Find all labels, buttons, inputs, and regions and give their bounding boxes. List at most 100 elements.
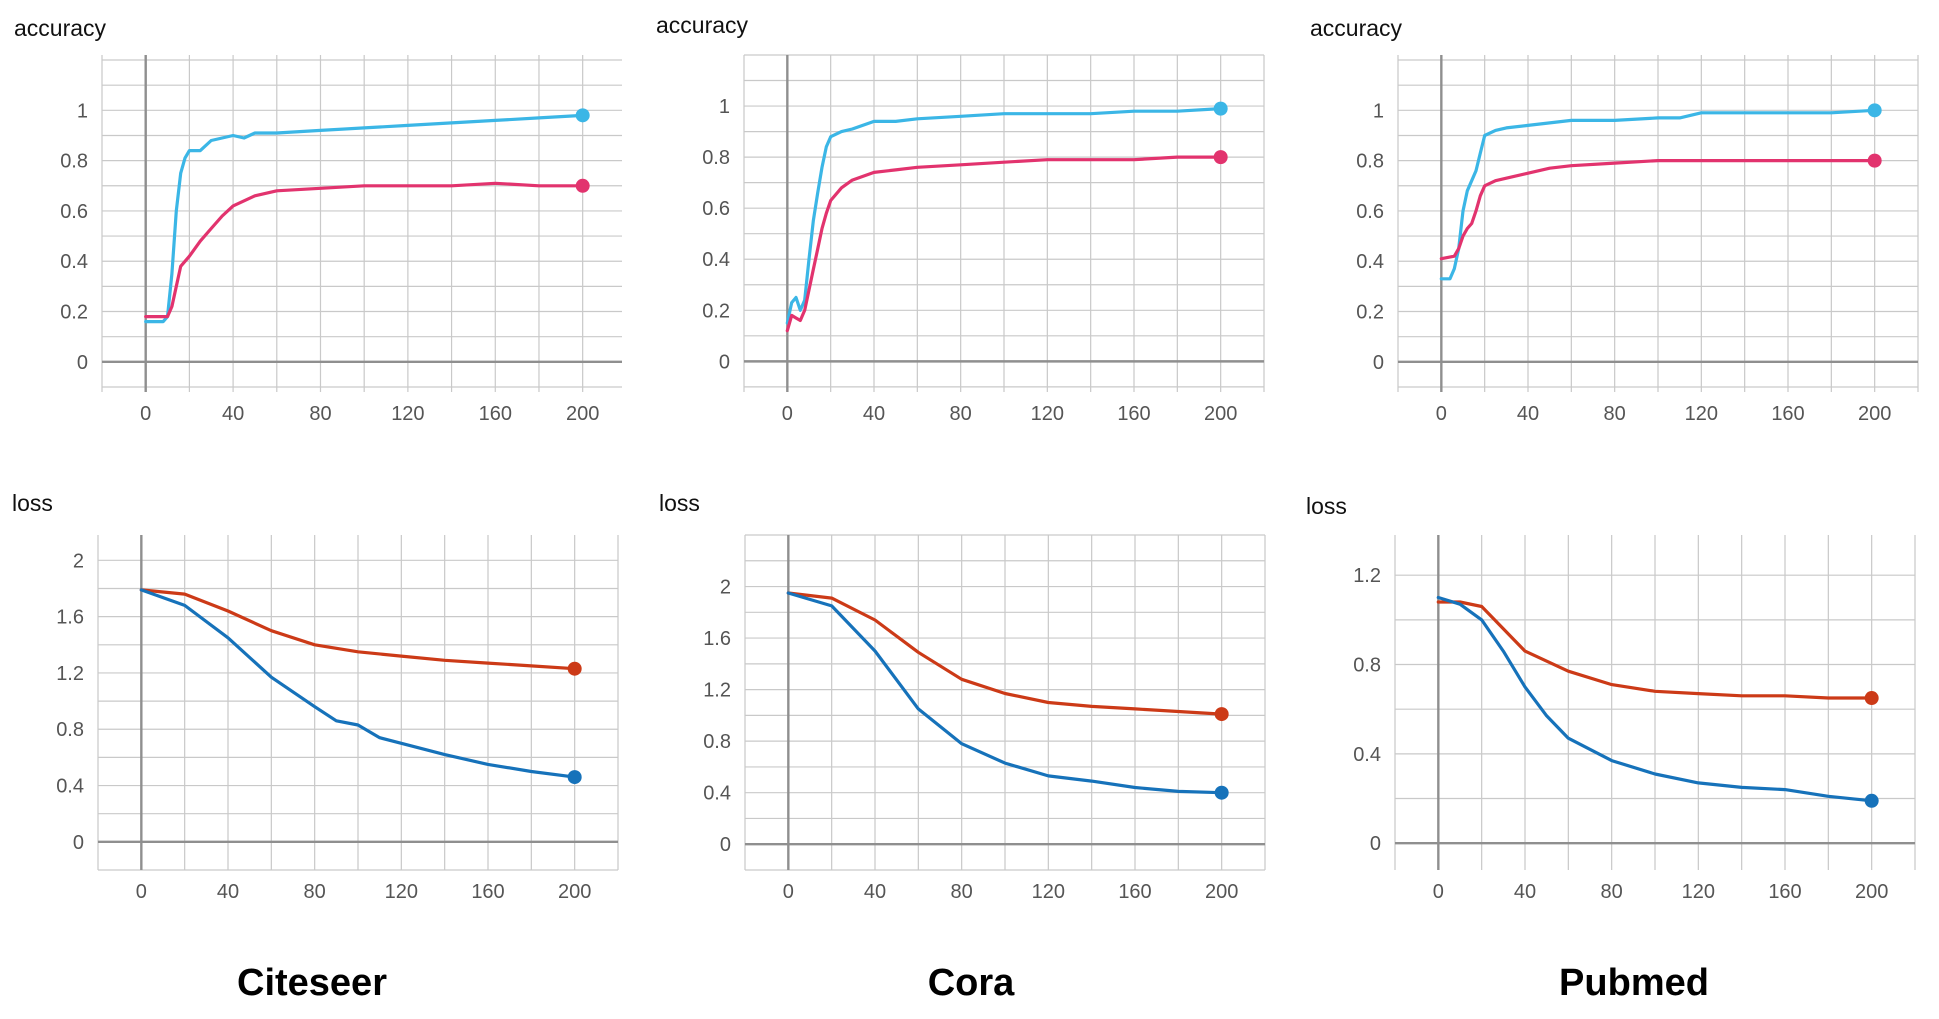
x-tick-label: 160 [1768,881,1801,903]
y-tick-label: 0.2 [702,300,730,322]
series-end-marker-train [575,108,590,123]
y-tick-label: 1 [77,100,88,122]
series-end-marker-validation [1867,153,1882,168]
y-tick-label: 1 [719,96,730,118]
metric-title: loss [1306,493,1347,519]
x-tick-label: 0 [1433,881,1444,903]
x-tick-label: 120 [1685,403,1718,425]
series-line-validation [1439,159,1877,261]
series-line-train [139,588,577,779]
x-tick-label: 200 [566,403,599,425]
y-tick-label: 0 [1370,833,1381,855]
x-tick-label: 120 [1032,881,1065,903]
x-tick-label: 200 [1204,403,1237,425]
x-tick-label: 200 [1858,403,1891,425]
caption-citeseer: Citeseer [237,962,387,1004]
series-line-validation [139,588,577,671]
y-tick-label: 1.2 [56,663,84,685]
y-tick-label: 0.4 [702,249,730,271]
x-tick-label: 120 [385,881,418,903]
y-tick-label: 0 [720,834,731,856]
x-tick-label: 40 [864,881,886,903]
grid [744,534,1266,871]
series-end-marker-validation [1213,150,1228,165]
panel-pubmed-loss: loss 0 40 80 120 160 200 0 0.4 0.8 1.2 [1306,493,1916,903]
x-tick-label: 160 [1117,403,1150,425]
grid [101,55,622,392]
grid [97,535,619,871]
series-line-train [1436,595,1874,803]
y-tick-label: 0 [1373,352,1384,374]
x-tick-label: 80 [950,403,972,425]
x-tick-label: 80 [304,881,326,903]
metric-title: accuracy [656,12,749,38]
y-tick-label: 0.8 [702,147,730,169]
x-tick-label: 0 [783,881,794,903]
x-tick-label: 160 [1771,403,1804,425]
y-tick-label: 0.4 [60,251,88,273]
series-end-marker-validation [567,661,582,676]
x-tick-label: 160 [479,403,512,425]
x-tick-label: 200 [558,881,591,903]
y-tick-label: 0.4 [703,783,731,805]
y-tick-label: 0.8 [56,719,84,741]
y-tick-label: 2 [73,550,84,572]
series-end-marker-validation [1214,707,1229,722]
x-tick-label: 80 [1604,403,1626,425]
y-tick-label: 2 [720,577,731,599]
y-tick-label: 0 [719,351,730,373]
y-tick-label: 0.4 [56,776,84,798]
x-tick-label: 0 [136,881,147,903]
series-line-validation [144,181,585,319]
x-tick-label: 80 [1601,881,1623,903]
series-end-marker-train [1864,793,1879,808]
series-line-validation [1436,600,1874,700]
x-tick-label: 120 [1682,881,1715,903]
x-tick-label: 80 [951,881,973,903]
x-tick-label: 160 [471,881,504,903]
x-tick-label: 120 [391,403,424,425]
panel-citeseer-loss: loss 0 40 80 120 160 200 0 0.4 0.8 1.2 1.6 2 [12,490,619,903]
y-tick-label: 0.8 [60,151,88,173]
series-end-marker-validation [1864,691,1879,706]
y-tick-label: 1.6 [703,628,731,650]
x-tick-label: 40 [222,403,244,425]
y-tick-label: 0.8 [703,731,731,753]
y-tick-label: 0 [77,352,88,374]
y-tick-label: 1.2 [1353,565,1381,587]
series-end-marker-train [567,770,582,785]
x-tick-label: 160 [1118,881,1151,903]
x-tick-label: 0 [782,403,793,425]
y-tick-label: 0.2 [60,302,88,324]
series-end-marker-train [1867,103,1882,118]
y-tick-label: 0.8 [1356,151,1384,173]
y-tick-label: 0.2 [1356,302,1384,324]
x-tick-label: 80 [309,403,331,425]
metric-title: loss [12,490,53,516]
y-tick-label: 0.6 [60,201,88,223]
x-tick-label: 40 [217,881,239,903]
series-line-train [786,591,1224,795]
metric-title: accuracy [14,15,107,41]
x-tick-label: 0 [140,403,151,425]
panel-citeseer-accuracy: accuracy 0 40 80 120 160 200 0 0.2 0.4 0.6 0.8 1 [14,15,622,425]
panel-cora-loss: loss 0 40 80 120 160 200 0 0.4 0.8 1.2 1.6 2 [659,490,1266,903]
y-tick-label: 0.6 [1356,201,1384,223]
caption-pubmed: Pubmed [1559,962,1709,1004]
y-tick-label: 0.4 [1353,744,1381,766]
x-tick-label: 40 [863,403,885,425]
series-line-validation [786,591,1224,716]
metric-title: accuracy [1310,15,1403,41]
x-tick-label: 200 [1205,881,1238,903]
y-tick-label: 1.2 [703,680,731,702]
panel-cora-accuracy: accuracy 0 40 80 120 160 200 0 0.2 0.4 0.6 0.8 1 [656,12,1265,425]
panel-pubmed-accuracy: accuracy 0 40 80 120 160 200 0 0.2 0.4 0.6 0.8 1 [1310,15,1919,425]
y-tick-label: 0.6 [702,198,730,220]
y-tick-label: 1 [1373,100,1384,122]
grid [1397,55,1919,392]
series-line-train [785,106,1223,325]
y-tick-label: 0.4 [1356,251,1384,273]
metric-title: loss [659,490,700,516]
x-tick-label: 200 [1855,881,1888,903]
